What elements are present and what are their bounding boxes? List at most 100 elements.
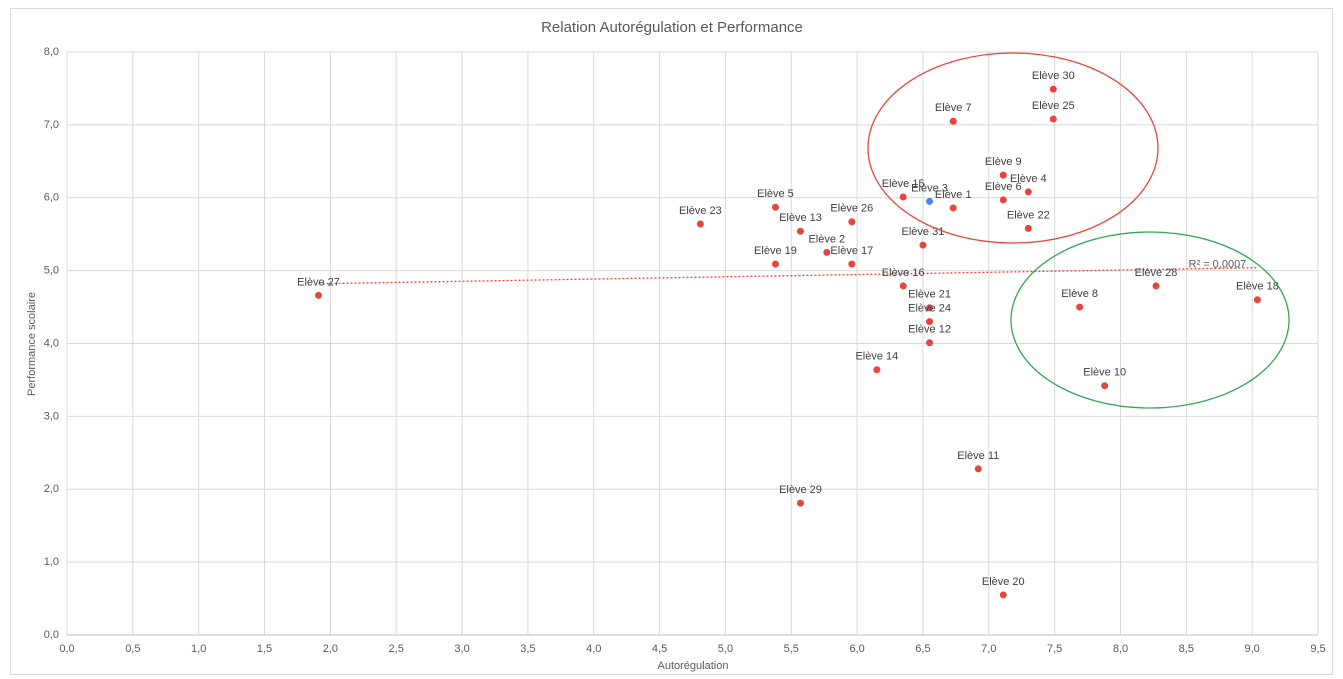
point-label: Elève 6 (985, 181, 1022, 193)
point-label: Elève 14 (855, 351, 898, 363)
data-point (1253, 296, 1261, 304)
point-label: Elève 5 (757, 188, 794, 200)
data-point (926, 339, 934, 347)
x-tick-label: 7,0 (981, 643, 996, 655)
data-point (823, 248, 831, 256)
data-point (899, 282, 907, 290)
x-tick-label: 5,5 (784, 643, 799, 655)
x-tick-label: 3,0 (454, 643, 469, 655)
point-label: Elève 18 (1236, 281, 1279, 293)
data-point (899, 193, 907, 201)
point-label: Elève 1 (935, 189, 972, 201)
y-axis-label: Performance scolaire (26, 292, 38, 396)
point-label: Elève 13 (779, 212, 822, 224)
point-label: Elève 17 (830, 245, 873, 257)
point-label: Elève 8 (1061, 288, 1098, 300)
data-point (999, 591, 1007, 599)
y-tick-label: 6,0 (44, 192, 59, 204)
point-label: Elève 4 (1010, 173, 1047, 185)
x-tick-label: 2,0 (323, 643, 338, 655)
data-point (974, 465, 982, 473)
x-tick-label: 5,0 (718, 643, 733, 655)
data-point (949, 117, 957, 125)
x-tick-label: 8,5 (1179, 643, 1194, 655)
point-label: Elève 12 (908, 324, 951, 336)
data-point (926, 304, 934, 312)
x-tick-label: 8,0 (1113, 643, 1128, 655)
highlight-ellipse (867, 52, 1159, 244)
data-point (926, 197, 934, 205)
data-point (1024, 224, 1032, 232)
data-point (315, 291, 323, 299)
data-point (949, 204, 957, 212)
data-point (873, 366, 881, 374)
point-label: Elève 30 (1032, 70, 1075, 82)
y-tick-label: 0,0 (44, 629, 59, 641)
y-tick-label: 8,0 (44, 46, 59, 58)
trendline (318, 267, 1258, 285)
data-point (1024, 188, 1032, 196)
x-tick-label: 1,5 (257, 643, 272, 655)
y-tick-label: 4,0 (44, 337, 59, 349)
x-tick-label: 7,5 (1047, 643, 1062, 655)
point-label: Elève 27 (297, 276, 340, 288)
point-label: Elève 24 (908, 303, 951, 315)
x-tick-label: 4,5 (652, 643, 667, 655)
x-tick-label: 6,5 (915, 643, 930, 655)
point-label: Elève 28 (1135, 267, 1178, 279)
data-point (919, 241, 927, 249)
data-point (696, 220, 704, 228)
x-tick-label: 0,5 (125, 643, 140, 655)
point-label: Elève 25 (1032, 100, 1075, 112)
data-point (1076, 303, 1084, 311)
point-label: Elève 26 (830, 203, 873, 215)
x-tick-label: 9,0 (1245, 643, 1260, 655)
point-label: Elève 21 (908, 289, 951, 301)
point-label: Elève 22 (1007, 209, 1050, 221)
data-point (1101, 382, 1109, 390)
point-label: Elève 10 (1083, 367, 1126, 379)
y-tick-label: 5,0 (44, 265, 59, 277)
data-point (848, 260, 856, 268)
data-point (771, 260, 779, 268)
point-label: Elève 15 (882, 178, 925, 190)
point-label: Elève 3 (911, 182, 948, 194)
point-label: Elève 11 (957, 450, 999, 462)
data-point (1049, 115, 1057, 123)
point-label: Elève 7 (935, 102, 972, 114)
trendline-label: R² = 0,0007 (1189, 259, 1247, 271)
y-tick-label: 1,0 (44, 556, 59, 568)
data-point (926, 318, 934, 326)
plot-area: 0,0 1,0 2,0 3,0 4,0 5,0 6,0 7,0 8,0 0,0 0,5 1,0 1,5 2… (44, 46, 1326, 655)
y-tick-label: 3,0 (44, 410, 59, 422)
point-label: Elève 16 (882, 267, 925, 279)
point-label: Elève 31 (902, 226, 945, 238)
data-point (1152, 282, 1160, 290)
point-label: Elève 2 (808, 233, 845, 245)
x-tick-label: 1,0 (191, 643, 206, 655)
data-point (1049, 85, 1057, 93)
x-tick-label: 6,0 (849, 643, 864, 655)
data-point (999, 171, 1007, 179)
point-label: Elève 20 (982, 576, 1025, 588)
y-tick-label: 7,0 (44, 119, 59, 131)
x-tick-label: 4,0 (586, 643, 601, 655)
data-point (771, 203, 779, 211)
point-label: Elève 19 (754, 245, 797, 257)
chart-border (10, 8, 1333, 675)
x-tick-label: 9,5 (1310, 643, 1325, 655)
point-label: Elève 29 (779, 484, 822, 496)
x-tick-label: 0,0 (59, 643, 74, 655)
chart-title: Relation Autorégulation et Performance (541, 19, 803, 36)
data-point (796, 499, 804, 507)
point-label: Elève 9 (985, 156, 1022, 168)
data-point (796, 227, 804, 235)
data-point (848, 218, 856, 226)
highlight-ellipse (1010, 231, 1290, 409)
x-tick-label: 3,5 (520, 643, 535, 655)
y-tick-label: 2,0 (44, 483, 59, 495)
data-point (999, 196, 1007, 204)
x-axis-label: Autorégulation (658, 660, 729, 672)
x-tick-label: 2,5 (389, 643, 404, 655)
